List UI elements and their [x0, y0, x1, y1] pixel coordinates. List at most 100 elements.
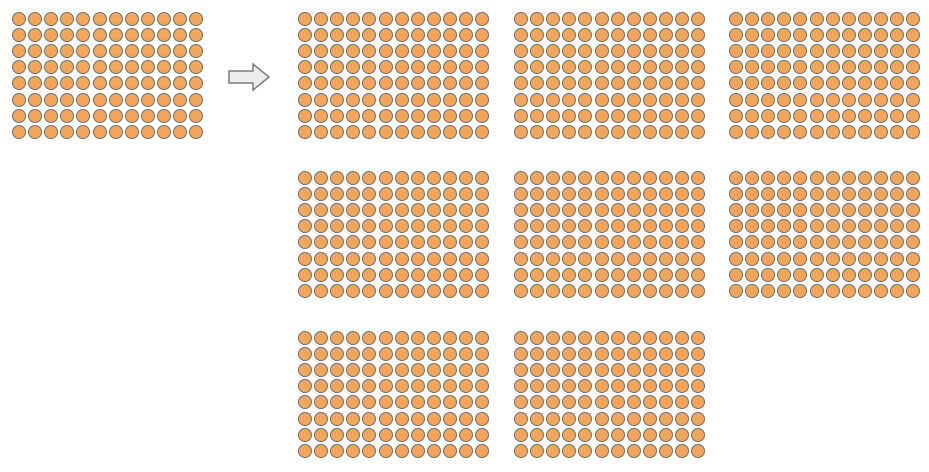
well: [546, 171, 561, 185]
well: [394, 203, 409, 218]
well: [475, 12, 490, 26]
well: [156, 12, 171, 26]
well: [642, 60, 657, 75]
well: [873, 12, 888, 26]
well: [362, 395, 377, 410]
well: [675, 283, 689, 298]
well: [108, 108, 123, 123]
well: [44, 124, 59, 139]
well: [658, 44, 673, 59]
well: [394, 108, 409, 123]
well: [330, 219, 345, 234]
target-plate-8: [514, 331, 706, 461]
well: [314, 187, 329, 202]
well: [729, 267, 743, 282]
well: [890, 203, 904, 218]
well: [60, 44, 75, 59]
well: [761, 92, 776, 107]
well: [44, 76, 59, 91]
well: [729, 108, 743, 123]
well: [793, 267, 808, 282]
well: [691, 28, 706, 43]
well: [642, 171, 657, 185]
well: [124, 12, 139, 26]
well: [314, 251, 329, 266]
well: [330, 331, 345, 345]
well: [890, 12, 904, 26]
well: [298, 44, 312, 59]
well: [475, 427, 490, 442]
well: [777, 60, 792, 75]
well: [442, 124, 457, 139]
well: [60, 28, 75, 43]
well: [156, 108, 171, 123]
well: [675, 124, 689, 139]
well: [92, 108, 107, 123]
well: [729, 235, 743, 250]
well: [745, 12, 760, 26]
well: [809, 108, 824, 123]
well: [378, 363, 393, 378]
well: [841, 60, 856, 75]
well: [777, 108, 792, 123]
well: [642, 235, 657, 250]
well: [675, 347, 689, 362]
well: [610, 187, 625, 202]
well: [745, 283, 760, 298]
well: [514, 203, 528, 218]
well: [530, 395, 545, 410]
well: [298, 363, 312, 378]
well: [578, 219, 593, 234]
well: [514, 395, 528, 410]
well: [394, 379, 409, 394]
well: [906, 251, 921, 266]
well: [906, 76, 921, 91]
well: [658, 379, 673, 394]
well: [514, 283, 528, 298]
well: [459, 124, 473, 139]
well: [658, 331, 673, 345]
well: [906, 203, 921, 218]
well: [857, 108, 872, 123]
well: [330, 347, 345, 362]
well: [330, 411, 345, 426]
well: [298, 267, 312, 282]
well: [562, 12, 577, 26]
well: [442, 379, 457, 394]
well: [890, 124, 904, 139]
well: [346, 251, 361, 266]
well: [841, 76, 856, 91]
well: [475, 283, 490, 298]
well: [546, 267, 561, 282]
well: [530, 124, 545, 139]
well: [530, 267, 545, 282]
well: [626, 124, 641, 139]
well: [346, 427, 361, 442]
well: [514, 235, 528, 250]
well: [578, 283, 593, 298]
well: [691, 395, 706, 410]
well: [514, 251, 528, 266]
well: [890, 44, 904, 59]
well: [12, 28, 26, 43]
well: [626, 395, 641, 410]
well: [394, 92, 409, 107]
well: [346, 331, 361, 345]
well: [362, 411, 377, 426]
well: [562, 347, 577, 362]
well: [890, 187, 904, 202]
well: [841, 92, 856, 107]
well: [442, 92, 457, 107]
well: [761, 251, 776, 266]
well: [857, 28, 872, 43]
well: [378, 267, 393, 282]
well: [475, 203, 490, 218]
well: [546, 283, 561, 298]
well: [857, 219, 872, 234]
well: [330, 108, 345, 123]
well: [675, 235, 689, 250]
well: [530, 108, 545, 123]
well: [626, 267, 641, 282]
well: [578, 92, 593, 107]
well: [330, 44, 345, 59]
